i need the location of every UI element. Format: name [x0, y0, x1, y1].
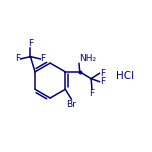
Text: F: F — [89, 89, 94, 98]
Text: NH₂: NH₂ — [79, 54, 96, 63]
Text: F: F — [100, 77, 105, 86]
Text: F: F — [16, 54, 21, 63]
Text: Br: Br — [66, 100, 76, 109]
Text: F: F — [40, 54, 45, 63]
Text: F: F — [28, 38, 33, 47]
Text: F: F — [100, 69, 105, 78]
Text: HCl: HCl — [116, 71, 134, 81]
